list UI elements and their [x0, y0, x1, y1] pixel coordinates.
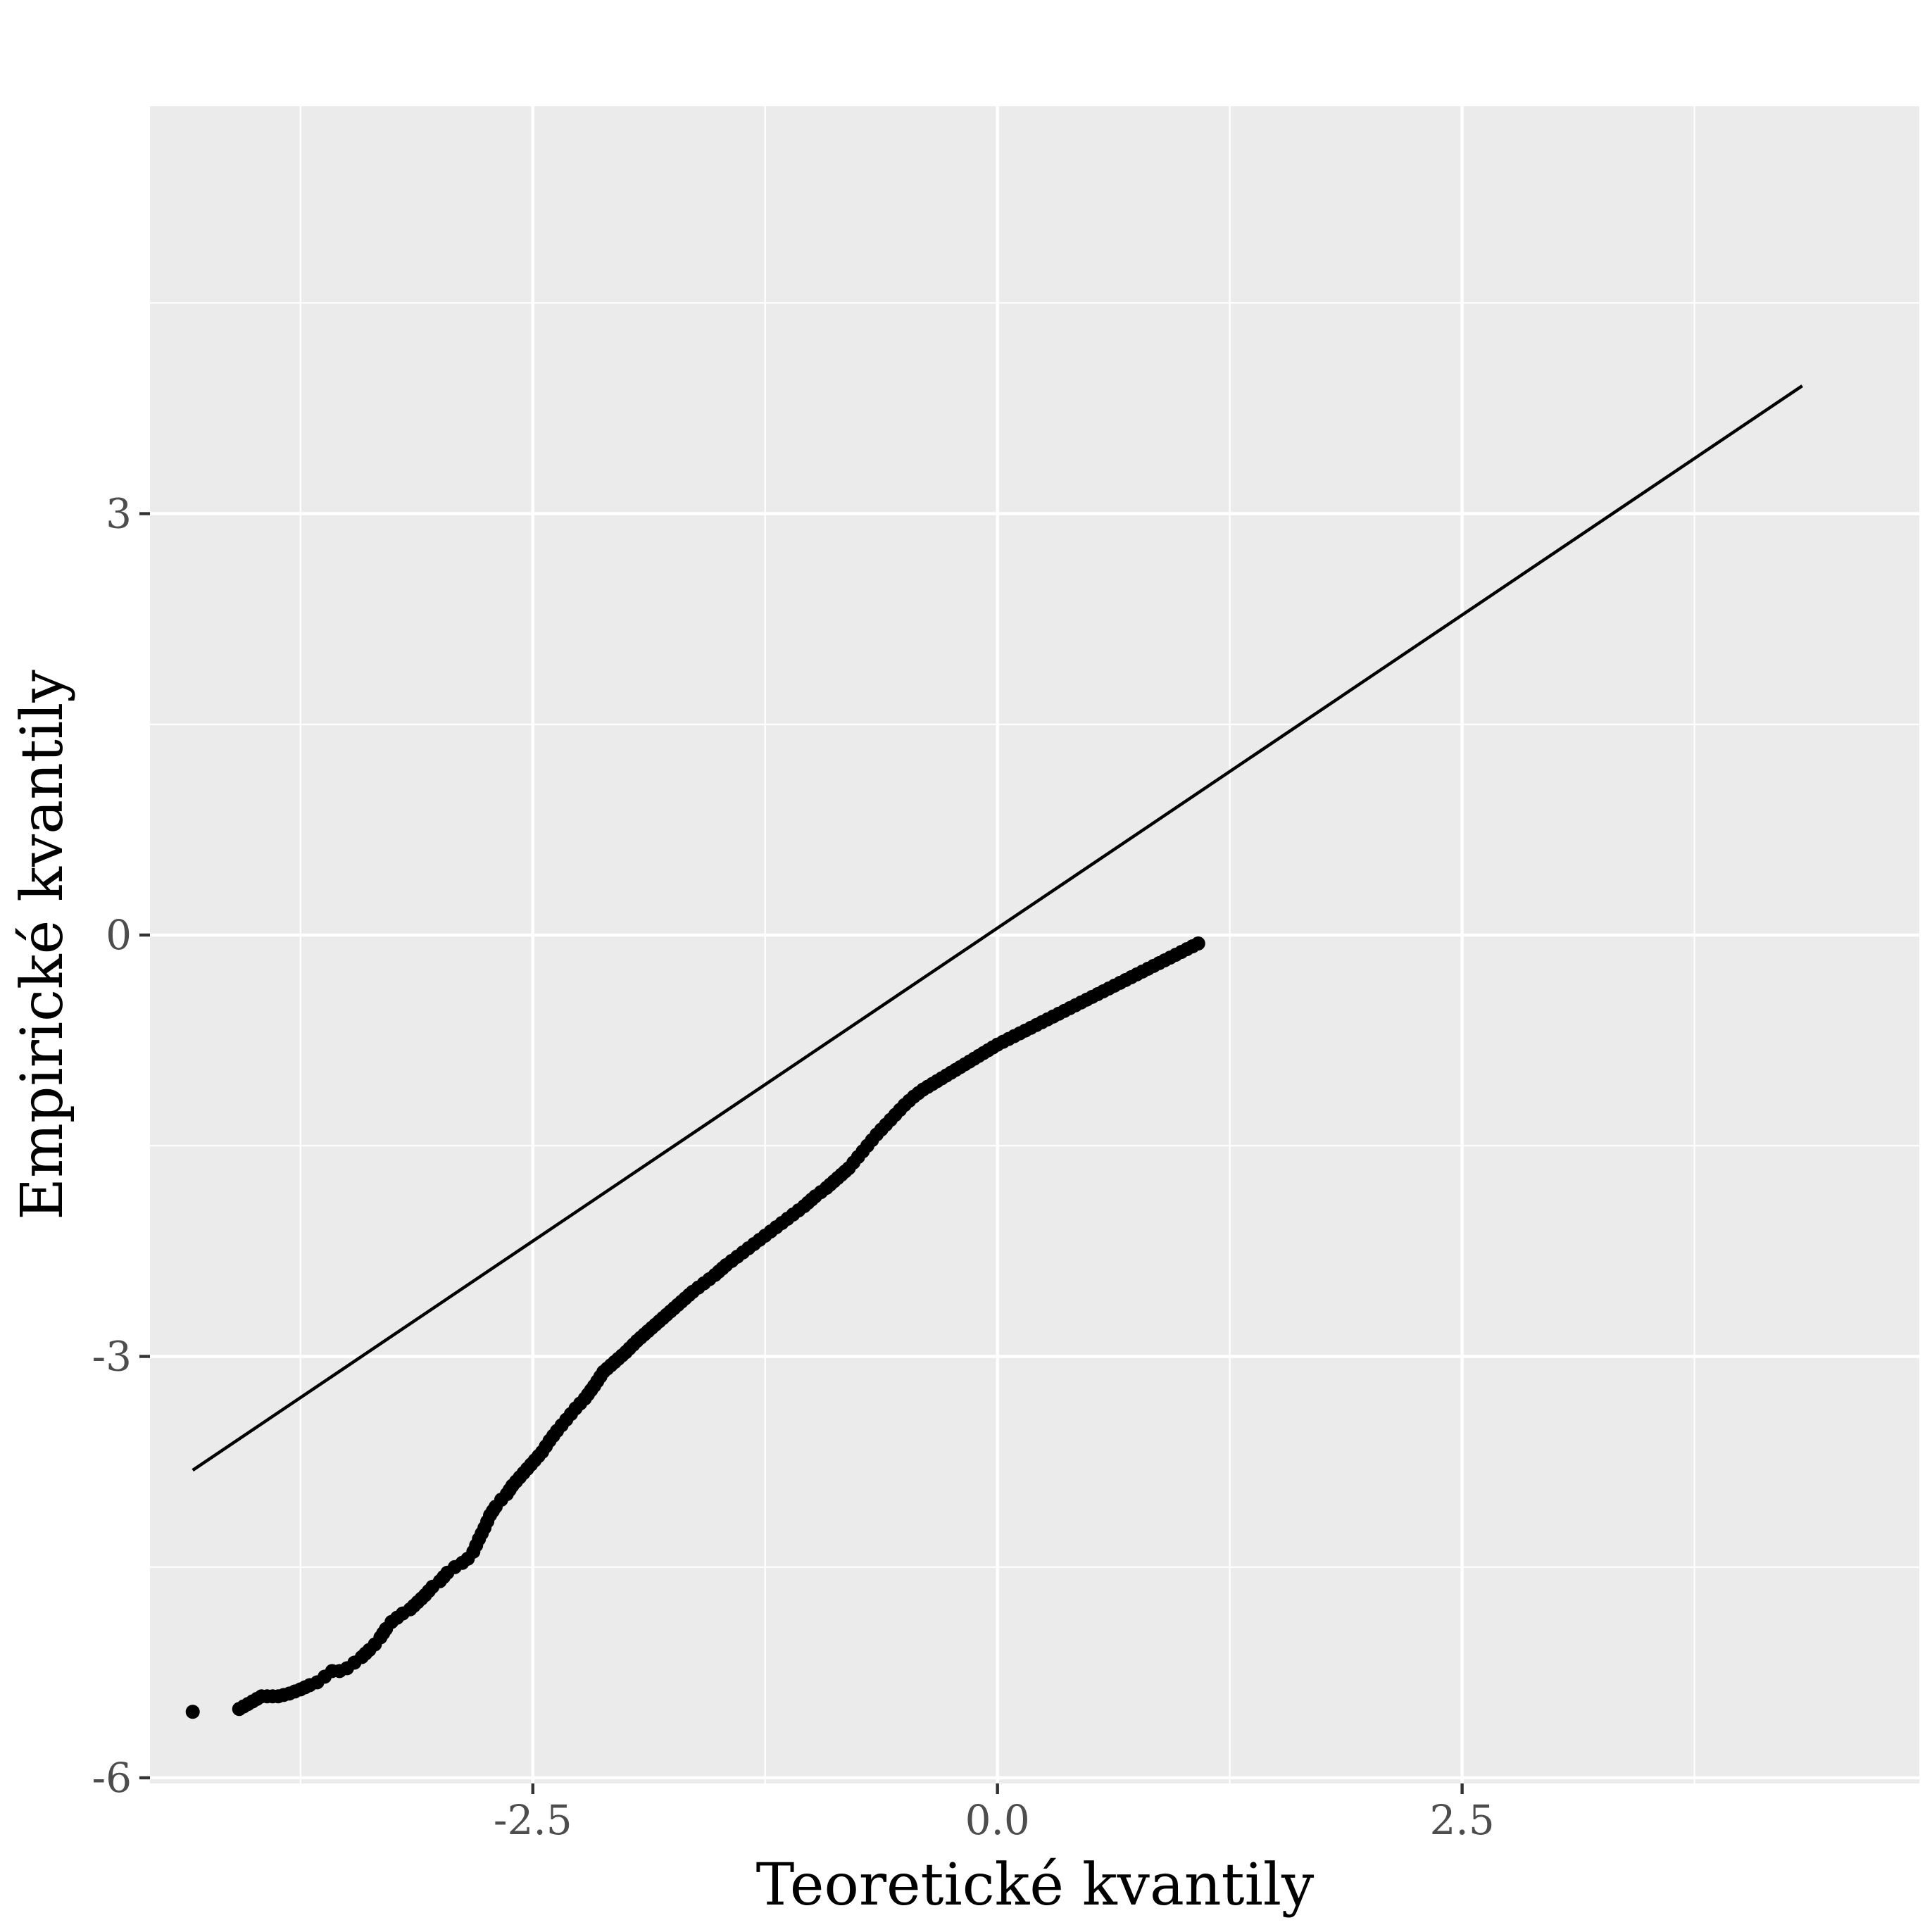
- y-tick-label: -6: [92, 1754, 132, 1802]
- data-points: [185, 936, 1205, 1719]
- y-axis-ticks: -6 -3 0 3: [92, 490, 150, 1802]
- x-tick-label: -2.5: [494, 1796, 572, 1844]
- y-tick-label: -3: [92, 1333, 132, 1381]
- reference-line-layer: [192, 384, 1803, 1472]
- reference-line: [192, 384, 1803, 1472]
- plot-panel: [150, 106, 1919, 1783]
- x-axis-title: Teoretické kvantily: [756, 1852, 1315, 1919]
- y-tick-label: 3: [106, 490, 132, 538]
- x-tick-label: 2.5: [1430, 1796, 1495, 1844]
- qq-point: [185, 1705, 200, 1719]
- major-gridlines: [150, 106, 1919, 1783]
- x-axis-ticks: -2.5 0.0 2.5: [494, 1783, 1495, 1844]
- qq-point: [1191, 936, 1205, 951]
- y-axis-title: Empirické kvantily: [9, 670, 76, 1220]
- x-tick-label: 0.0: [965, 1796, 1030, 1844]
- y-tick-label: 0: [106, 911, 132, 959]
